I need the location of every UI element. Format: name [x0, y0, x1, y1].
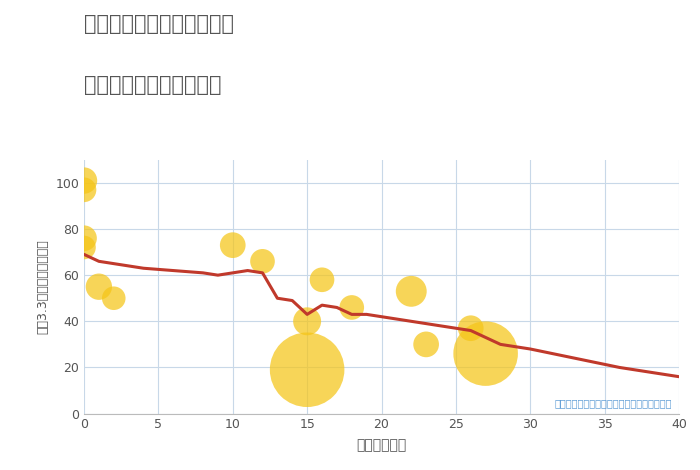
- Text: 築年数別中古戸建て価格: 築年数別中古戸建て価格: [84, 75, 221, 95]
- Point: [78, 235, 90, 242]
- Point: [406, 288, 417, 295]
- Point: [302, 366, 313, 374]
- Point: [316, 276, 328, 283]
- Point: [257, 258, 268, 265]
- Point: [465, 324, 476, 332]
- Point: [346, 304, 357, 311]
- Point: [480, 350, 491, 357]
- Point: [227, 242, 238, 249]
- Point: [78, 177, 90, 184]
- Y-axis label: 坪（3.3㎡）単価（万円）: 坪（3.3㎡）単価（万円）: [36, 239, 50, 334]
- Point: [78, 186, 90, 194]
- Text: 神奈川県中郡大磯町生沢の: 神奈川県中郡大磯町生沢の: [84, 14, 234, 34]
- Point: [93, 283, 104, 290]
- X-axis label: 築年数（年）: 築年数（年）: [356, 439, 407, 453]
- Point: [108, 295, 119, 302]
- Point: [421, 341, 432, 348]
- Point: [78, 244, 90, 251]
- Point: [302, 318, 313, 325]
- Text: 円の大きさは、取引のあった物件面積を示す: 円の大きさは、取引のあった物件面積を示す: [554, 398, 671, 408]
